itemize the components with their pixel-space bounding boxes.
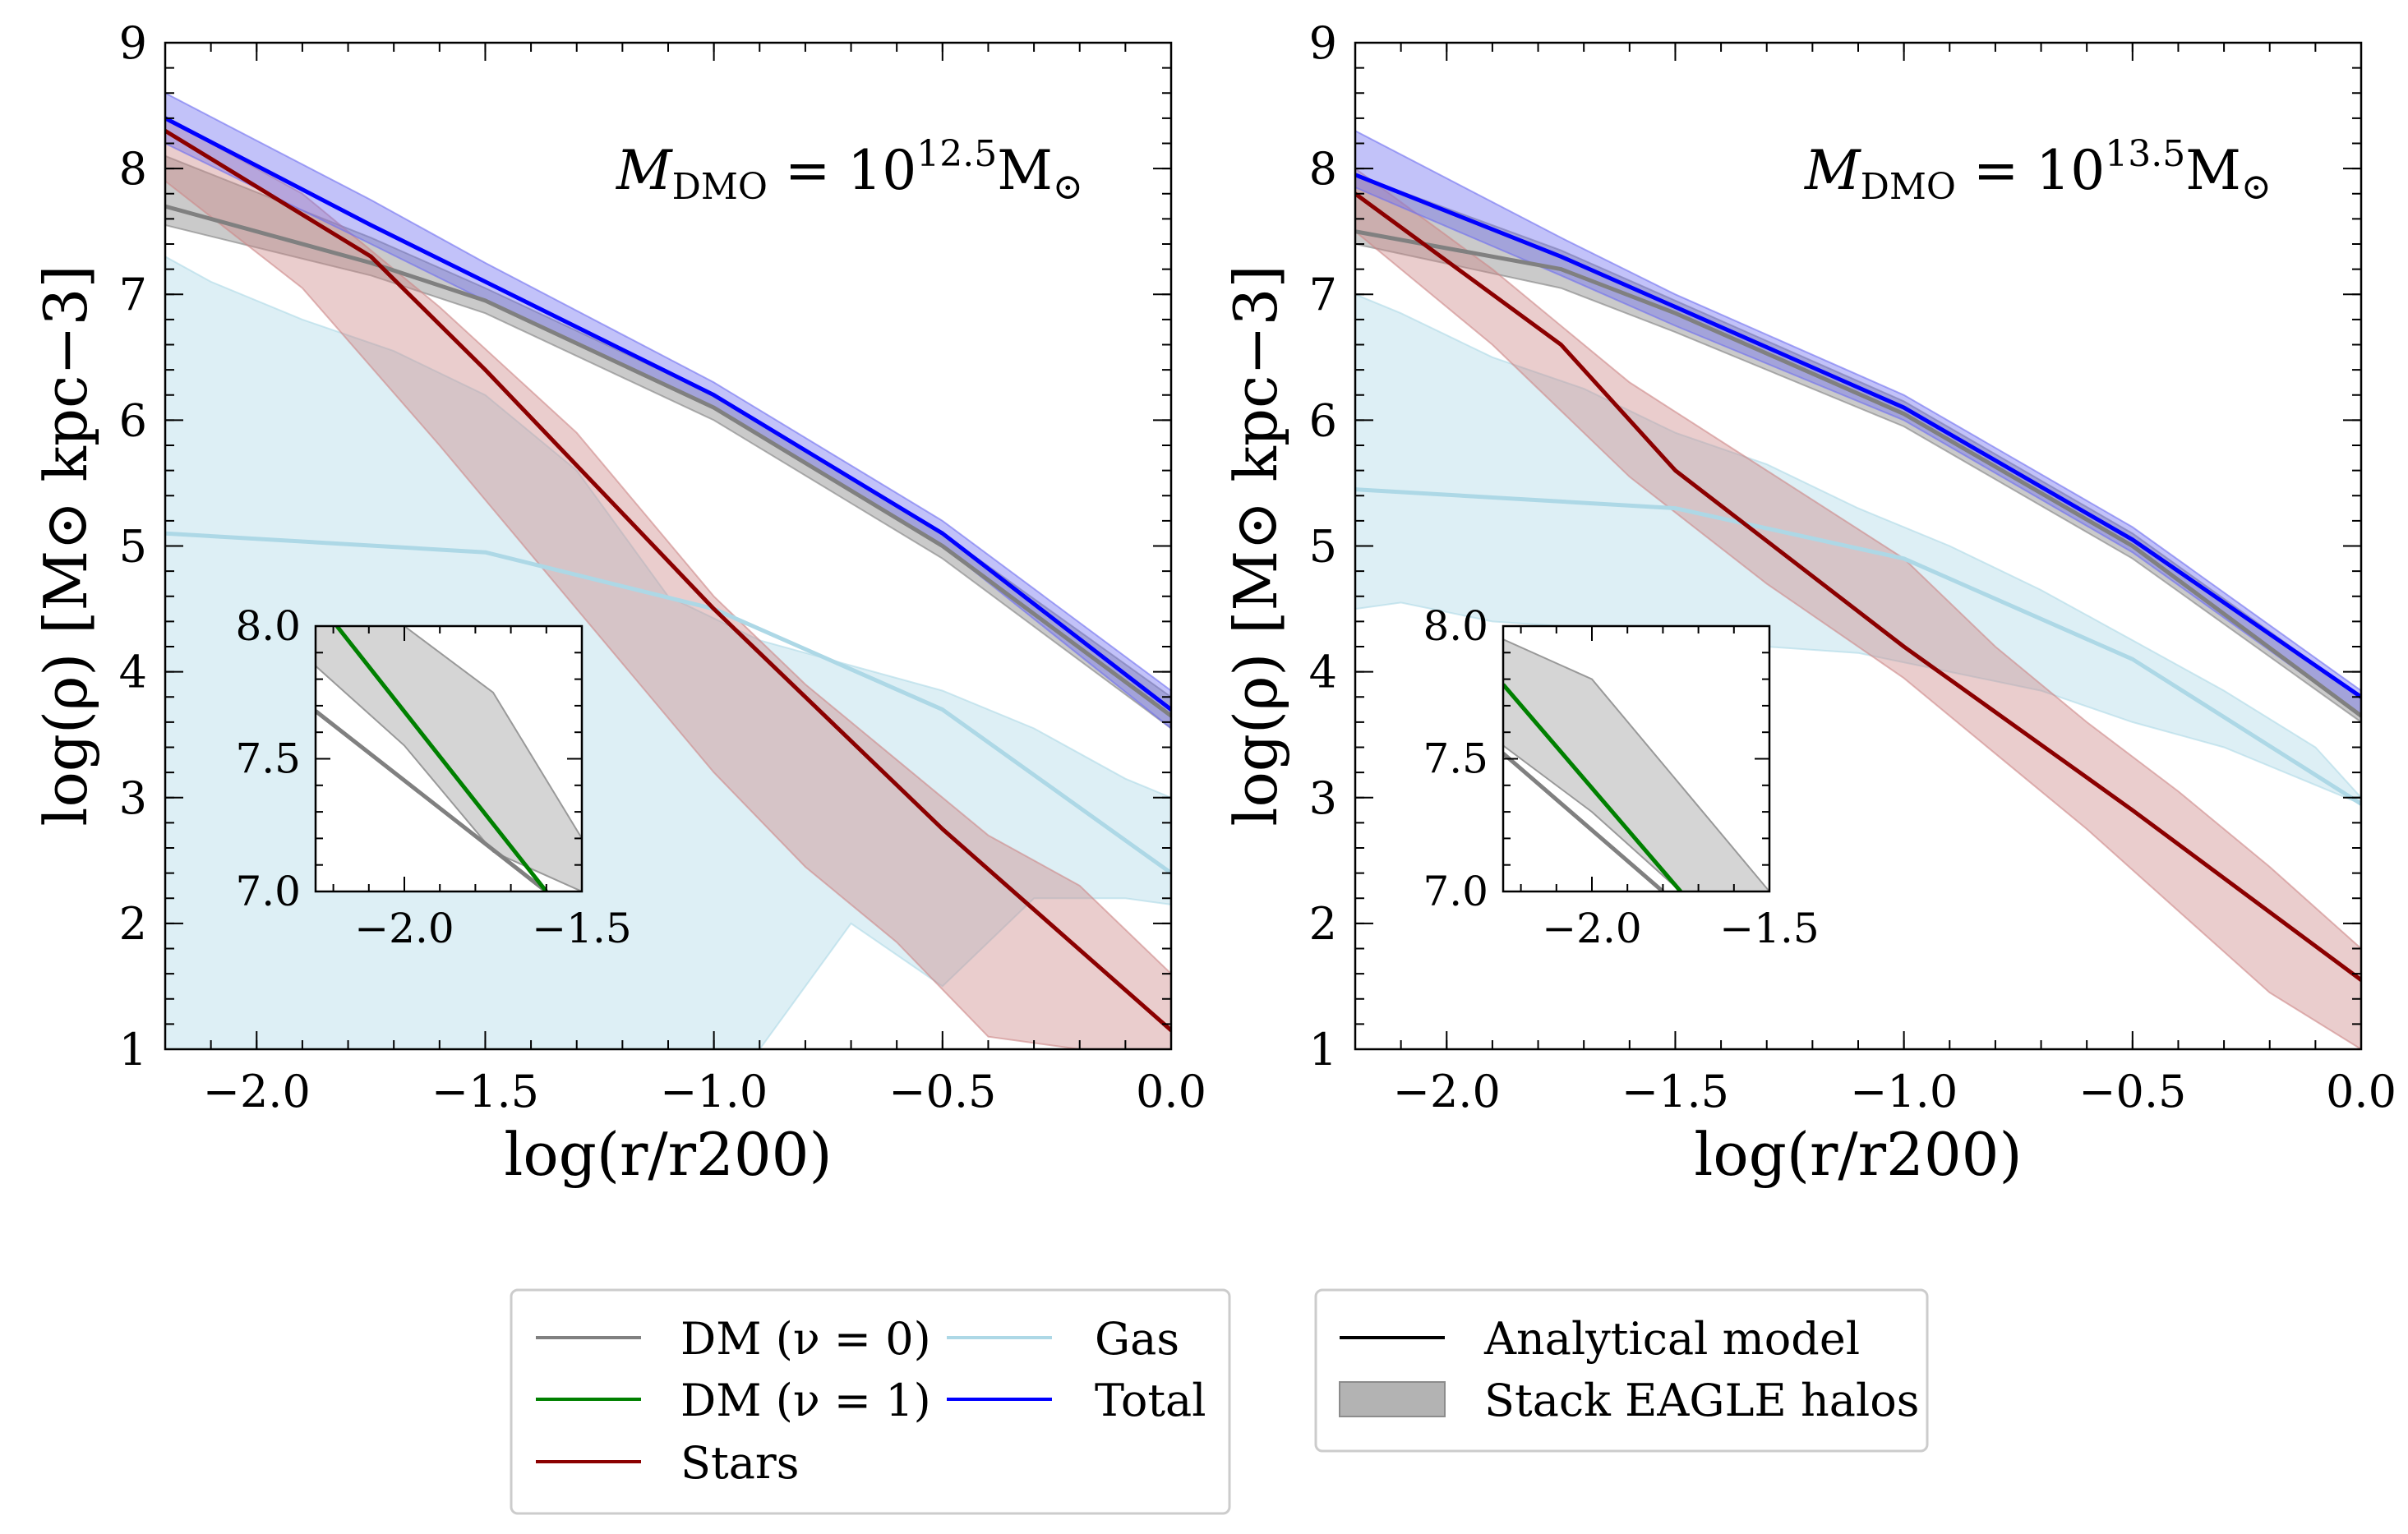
right-inset-line-dm0 xyxy=(1503,752,1665,891)
left-line-total xyxy=(165,116,1171,712)
left-inset-xtick-label: −1.5 xyxy=(532,905,631,952)
right-ylabel: log(ρ) [M⊙ kpc−3] xyxy=(1221,265,1290,826)
right-inset-xtick-label: −2.0 xyxy=(1542,905,1641,952)
right-inset: −2.0 −1.5 7.0 7.5 8.0 xyxy=(1423,602,1819,952)
left-inset-lines xyxy=(316,626,548,891)
right-inset-ticks xyxy=(1503,625,1770,892)
left-band-dm xyxy=(165,154,1171,730)
left-inset-ticks xyxy=(316,625,583,892)
right-ytick-label: 4 xyxy=(1309,647,1337,698)
right-ticks xyxy=(1354,42,2362,1050)
right-xlabel: log(r/r200) xyxy=(1694,1120,2022,1189)
left-line-dm-0 xyxy=(165,204,1171,718)
legend-components: DM (ν = 0) DM (ν = 1) Stars Gas Total xyxy=(510,1288,1231,1515)
right-bands xyxy=(1355,130,2361,1049)
right-ytick-label: 9 xyxy=(1309,17,1337,69)
left-inset-band xyxy=(316,626,582,891)
left-inset-line-dm1 xyxy=(334,626,548,891)
right-xtick-label: −2.0 xyxy=(1393,1066,1501,1117)
left-ytick-label: 2 xyxy=(119,898,147,950)
right-lines xyxy=(1355,173,2361,983)
right-line-gas xyxy=(1355,487,2361,806)
legend-style-frame xyxy=(1314,1288,1929,1453)
right-xtick-label: −0.5 xyxy=(2078,1066,2186,1117)
left-band-total xyxy=(165,92,1171,730)
legend-label-dm0: DM (ν = 0) xyxy=(680,1313,931,1365)
legend-swatch-eagle xyxy=(1339,1381,1446,1417)
left-ytick-label: 1 xyxy=(119,1024,147,1076)
left-ytick-label: 6 xyxy=(119,394,147,446)
left-ytick-label: 9 xyxy=(119,17,147,69)
right-yticklabels: 1 2 3 4 5 6 7 8 9 xyxy=(1309,17,1337,1076)
legend-label-total: Total xyxy=(1095,1375,1206,1426)
left-inset-ytick-label: 7.5 xyxy=(235,735,301,783)
left-ytick-label: 4 xyxy=(119,647,147,698)
right-line-dm-0 xyxy=(1355,229,2361,718)
left-line-stars xyxy=(165,128,1171,1033)
legend-style: Analytical model Stack EAGLE halos xyxy=(1314,1288,1929,1453)
right-inset-ytick-label: 8.0 xyxy=(1423,602,1488,650)
left-xtick-label: −1.0 xyxy=(660,1066,768,1117)
left-yticklabels: 1 2 3 4 5 6 7 8 9 xyxy=(119,17,147,1076)
right-ytick-label: 3 xyxy=(1309,772,1337,824)
left-ylabel: log(ρ) [M⊙ kpc−3] xyxy=(31,265,100,826)
right-inset-ytick-label: 7.0 xyxy=(1423,868,1488,915)
left-xtick-label: −2.0 xyxy=(203,1066,311,1117)
left-xlabel: log(r/r200) xyxy=(504,1120,832,1189)
right-line-total xyxy=(1355,173,2361,699)
panel-right: −2.0 −1.5 −1.0 −0.5 0.0 1 2 3 4 5 6 7 8 9 MDMO = 101… xyxy=(1221,17,2396,1189)
legend-components-frame xyxy=(510,1288,1231,1515)
legend-label-eagle: Stack EAGLE halos xyxy=(1484,1375,1919,1426)
right-band-dm xyxy=(1355,173,2361,724)
right-inset-ytick-label: 7.5 xyxy=(1423,735,1488,783)
left-inset-ticklabels: −2.0 −1.5 7.0 7.5 8.0 xyxy=(235,602,631,952)
right-xtick-label: 0.0 xyxy=(2326,1066,2396,1117)
right-annotation: MDMO = 1013.5M⊙ xyxy=(1804,133,2272,208)
right-xtick-label: −1.0 xyxy=(1850,1066,1958,1117)
right-xtick-label: −1.5 xyxy=(1621,1066,1729,1117)
left-xtick-label: 0.0 xyxy=(1136,1066,1206,1117)
left-lines xyxy=(165,116,1171,1033)
right-inset-band xyxy=(1503,638,1769,891)
right-ytick-label: 5 xyxy=(1309,521,1337,573)
left-inset-line-dm0 xyxy=(316,709,548,891)
legend-label-stars: Stars xyxy=(680,1437,799,1489)
right-inset-line-dm1 xyxy=(1503,683,1682,891)
left-ytick-label: 3 xyxy=(119,772,147,824)
left-xticklabels: −2.0 −1.5 −1.0 −0.5 0.0 xyxy=(203,1066,1206,1117)
left-inset-ytick-label: 7.0 xyxy=(235,868,301,915)
right-xticklabels: −2.0 −1.5 −1.0 −0.5 0.0 xyxy=(1393,1066,2396,1117)
legend-label-analytical: Analytical model xyxy=(1483,1313,1860,1365)
left-inset-ytick-label: 8.0 xyxy=(235,602,301,650)
legend-label-dm1: DM (ν = 1) xyxy=(680,1375,931,1426)
right-ytick-label: 8 xyxy=(1309,143,1337,195)
left-xtick-label: −0.5 xyxy=(888,1066,996,1117)
left-inset-xtick-label: −2.0 xyxy=(354,905,454,952)
left-ytick-label: 7 xyxy=(119,269,147,320)
left-ticks xyxy=(164,42,1172,1050)
right-inset-lines xyxy=(1503,683,1682,891)
right-ytick-label: 6 xyxy=(1309,394,1337,446)
left-inset: −2.0 −1.5 7.0 7.5 8.0 xyxy=(235,602,631,952)
left-annotation: MDMO = 1012.5M⊙ xyxy=(616,133,1083,208)
right-line-stars xyxy=(1355,191,2361,983)
panel-left: −2.0 −1.5 −1.0 −0.5 0.0 1 2 3 4 5 6 7 8 9 MDMO = 101… xyxy=(31,17,1206,1189)
left-ytick-label: 5 xyxy=(119,521,147,573)
left-ytick-label: 8 xyxy=(119,143,147,195)
right-ytick-label: 7 xyxy=(1309,269,1337,320)
left-band-stars xyxy=(165,117,1171,1049)
right-inset-ticklabels: −2.0 −1.5 7.0 7.5 8.0 xyxy=(1423,602,1819,952)
legend-label-gas: Gas xyxy=(1095,1313,1179,1365)
left-bands xyxy=(165,92,1171,1049)
right-ytick-label: 1 xyxy=(1309,1024,1337,1076)
left-xtick-label: −1.5 xyxy=(431,1066,539,1117)
left-inset-band-dm xyxy=(316,626,582,891)
right-inset-xtick-label: −1.5 xyxy=(1719,905,1819,952)
right-ytick-label: 2 xyxy=(1309,898,1337,950)
right-inset-band-dm xyxy=(1503,638,1769,891)
